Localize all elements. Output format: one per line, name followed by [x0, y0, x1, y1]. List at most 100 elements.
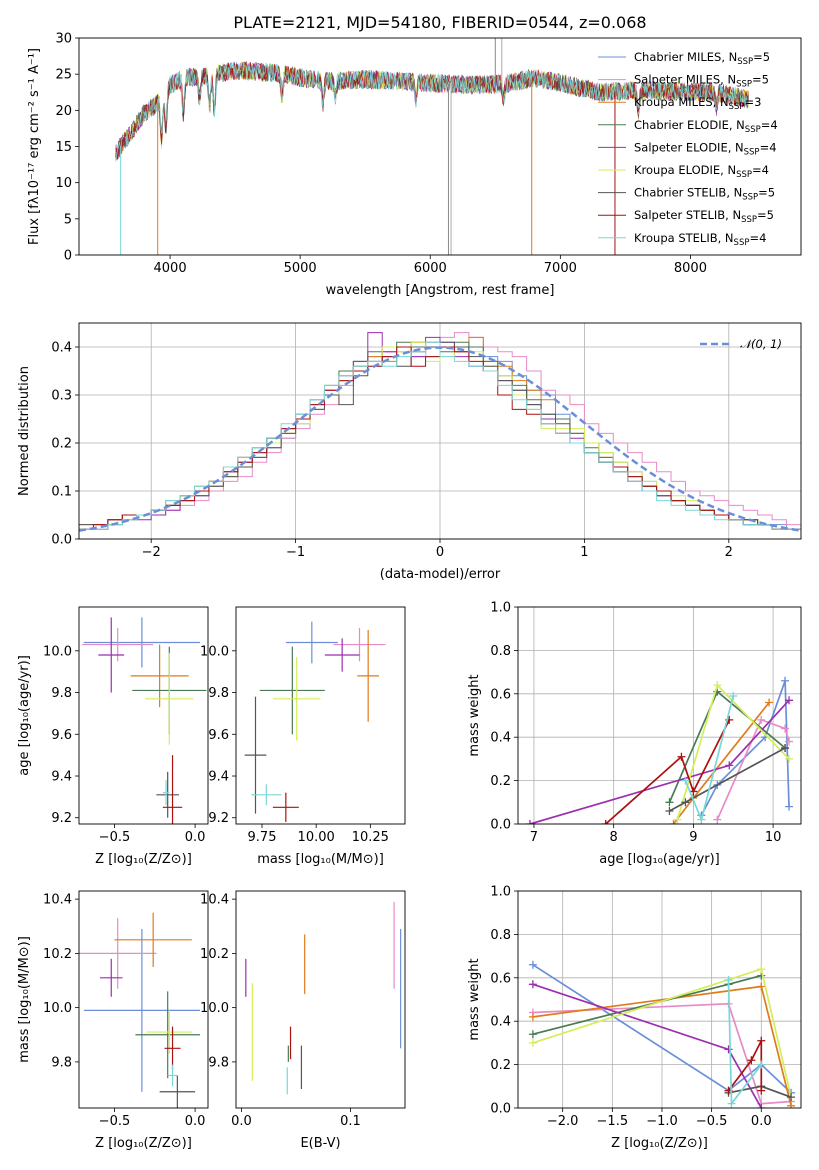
y-tick-label: 0.1 — [51, 485, 72, 500]
weight-marker — [725, 761, 734, 770]
legend-label: Kroupa MILES, NSSP=3 — [634, 95, 761, 112]
legend-subscript: SSP — [737, 57, 753, 67]
y-tick-label: 0.3 — [51, 389, 72, 404]
y-tick-label: 0.8 — [490, 644, 511, 659]
weight-marker — [757, 1060, 766, 1069]
x-axis-label: Z [log₁₀(Z/Z⊙)] — [611, 1136, 708, 1151]
y-tick-label: 10.2 — [200, 947, 229, 962]
axes-frame — [517, 606, 802, 825]
plot-area — [528, 960, 796, 1108]
axes-frame — [235, 890, 406, 1109]
y-tick-label: 9.6 — [51, 728, 72, 743]
x-tick-label: 0.0 — [231, 1114, 252, 1129]
y-tick-label: 9.6 — [208, 728, 229, 743]
y-tick-label: 0.2 — [51, 437, 72, 452]
weight-marker — [757, 982, 766, 991]
legend-subscript: SSP — [744, 147, 760, 157]
x-tick-label: 9 — [689, 830, 697, 845]
y-tick-label: 10.4 — [200, 893, 229, 908]
x-tick-label: −0.5 — [696, 1114, 728, 1129]
chart-mass-vs-z: −0.5 0.0 9.8 10.0 10.2 10.4 Z [log₁₀(Z/Z⊙)] mas… — [17, 890, 209, 1151]
chart-mass-weight-vs-age: 7 8 9 10 0.0 0.2 0.4 0.6 0.8 1.0 age [log₁₀(age/yr… — [467, 601, 802, 867]
weight-marker — [781, 676, 790, 685]
legend-name: Chabrier MILES, N — [634, 50, 737, 64]
y-tick-label: 0 — [64, 249, 72, 264]
legend-subscript: SSP — [729, 102, 745, 112]
weight-marker — [673, 815, 682, 824]
weight-marker — [724, 1045, 733, 1054]
x-tick-label: −2.0 — [547, 1114, 579, 1129]
weight-marker — [665, 806, 674, 815]
y-tick-label: 30 — [55, 32, 72, 47]
weight-marker — [729, 691, 738, 700]
legend-name: Salpeter STELIB, N — [634, 208, 741, 222]
x-tick-label: −0.5 — [99, 1114, 131, 1129]
weight-marker — [665, 798, 674, 807]
weight-marker — [713, 681, 722, 690]
spectrum-series — [115, 62, 749, 158]
legend-label: Kroupa ELODIE, NSSP=4 — [634, 163, 769, 180]
plot-area — [82, 617, 207, 824]
weight-marker — [787, 1101, 796, 1108]
histogram-series — [79, 332, 801, 539]
chart-residuals: 𝒩(0, 1) −2 −1 0 1 2 0.0 0.1 0.2 0.3 0.4 (data-model… — [17, 322, 802, 582]
legend-suffix: =3 — [744, 95, 761, 109]
legend-label: 𝒩(0, 1) — [740, 337, 782, 351]
y-tick-label: 5 — [64, 212, 72, 227]
legend-label: Salpeter ELODIE, NSSP=4 — [634, 140, 777, 157]
x-tick-label: 10.25 — [352, 830, 389, 845]
y-tick-label: 10.0 — [200, 1001, 229, 1016]
weight-marker — [601, 820, 610, 824]
y-tick-label: 0.0 — [490, 818, 511, 833]
y-tick-label: 10.0 — [43, 1001, 72, 1016]
legend-subscript: SSP — [734, 238, 750, 248]
legend-name: Kroupa ELODIE, N — [634, 163, 736, 177]
chart-age-vs-z: −0.5 0.0 9.2 9.4 9.6 9.8 10.0 Z [log₁₀(Z/Z⊙)] ag… — [17, 606, 209, 867]
y-tick-label: 9.2 — [208, 811, 229, 826]
y-axis-label: mass weight — [467, 674, 482, 756]
weight-marker — [787, 1093, 796, 1102]
x-tick-label: −1.0 — [646, 1114, 678, 1129]
y-tick-label: 0.4 — [490, 731, 511, 746]
chart-mass-weight-vs-z: −2.0 −1.5 −1.0 −0.5 0.0 0.0 0.2 0.4 0.6 0.8 1.0 Z [… — [467, 885, 802, 1151]
y-tick-label: 9.4 — [208, 770, 229, 785]
legend-label: Salpeter STELIB, NSSP=5 — [634, 208, 774, 225]
x-tick-label: 8 — [610, 830, 618, 845]
histogram-series — [79, 341, 801, 539]
legend-suffix: =5 — [752, 73, 769, 87]
weight-series — [716, 718, 790, 821]
weight-marker — [765, 698, 774, 707]
y-tick-label: 9.8 — [208, 1055, 229, 1070]
legend-suffix: =5 — [753, 50, 770, 64]
x-tick-label: −1.5 — [597, 1114, 629, 1129]
weight-marker — [528, 1030, 537, 1039]
x-tick-label: −1 — [286, 545, 305, 560]
weight-marker — [681, 776, 690, 785]
x-tick-label: 7000 — [544, 261, 577, 276]
y-tick-label: 25 — [55, 68, 72, 83]
y-tick-label: 0.2 — [490, 774, 511, 789]
weight-marker — [697, 815, 706, 824]
weight-series — [532, 1002, 792, 1105]
legend-name: Kroupa MILES, N — [634, 95, 729, 109]
y-tick-label: 20 — [55, 104, 72, 119]
legend-name: Salpeter MILES, N — [634, 73, 736, 87]
y-tick-label: 10.4 — [43, 893, 72, 908]
y-tick-label: 9.8 — [51, 1055, 72, 1070]
x-tick-label: 10.00 — [298, 830, 335, 845]
legend-suffix: =4 — [749, 231, 766, 245]
y-axis-label: mass [log₁₀(M/M⊙)] — [17, 936, 32, 1063]
y-tick-label: 0.8 — [490, 928, 511, 943]
chart-age-vs-mass: 9.75 10.00 10.25 9.2 9.4 9.6 9.8 10.0 mass [log₁… — [200, 606, 406, 867]
plot-area — [79, 912, 200, 1108]
x-axis-label: mass [log₁₀(M/M⊙)] — [257, 852, 384, 867]
weight-marker — [757, 965, 766, 974]
plot-area — [115, 38, 749, 255]
weight-marker — [785, 737, 794, 746]
weight-marker — [528, 1012, 537, 1021]
y-tick-label: 10.2 — [43, 947, 72, 962]
weight-marker — [681, 798, 690, 807]
